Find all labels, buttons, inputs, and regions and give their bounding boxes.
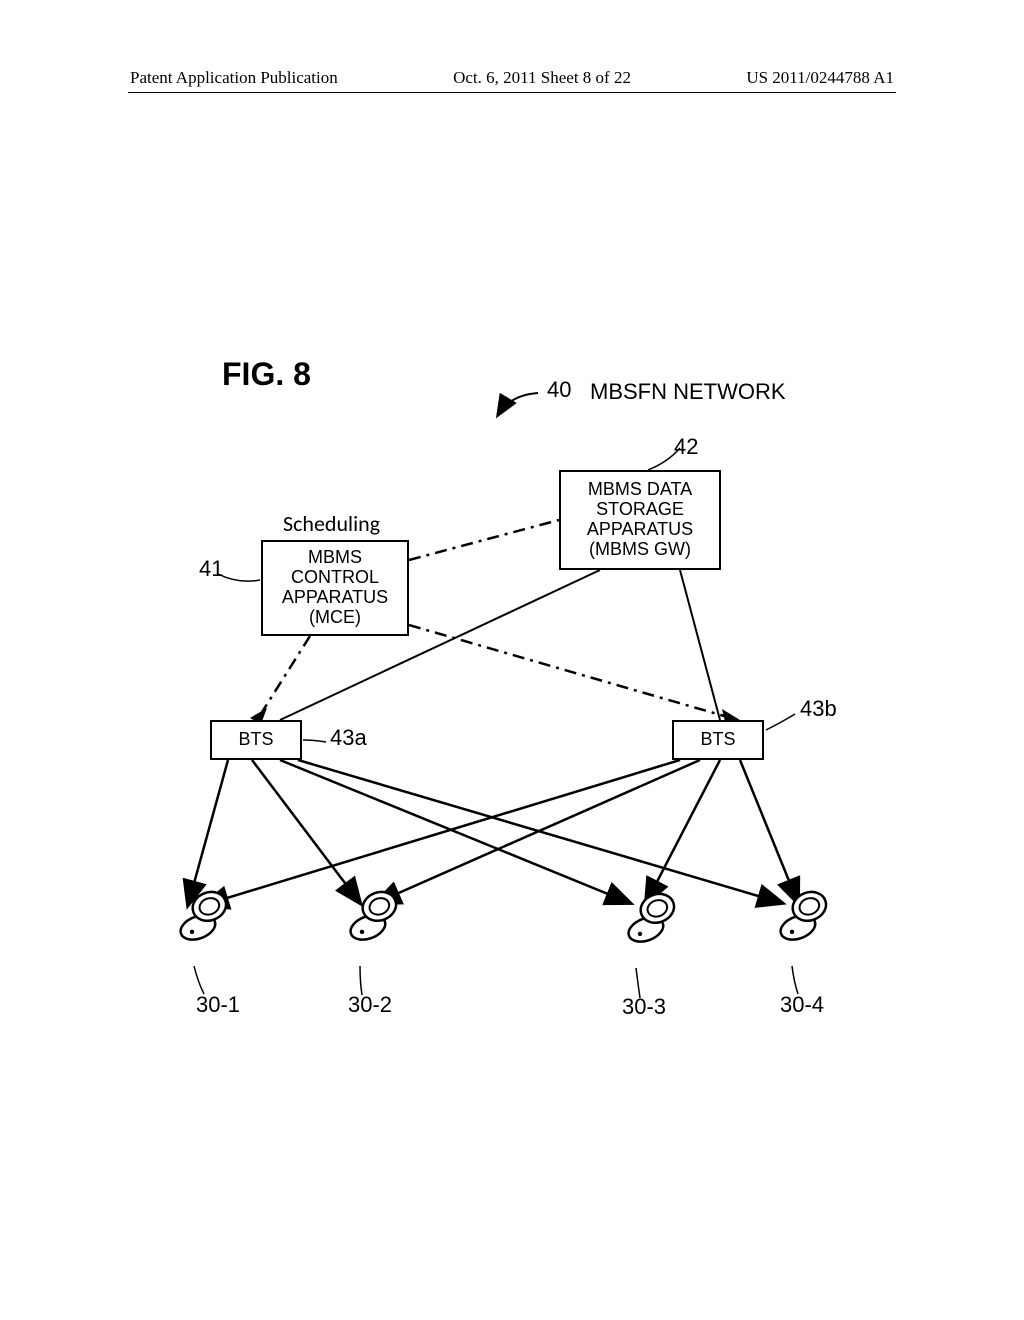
scheduling-label: Scheduling [283,510,380,537]
box-mce-l1: MBMS [308,548,362,568]
phone-1 [171,887,235,944]
line-mce-btsb [409,625,738,720]
header-left: Patent Application Publication [130,68,338,88]
page-header: Patent Application Publication Oct. 6, 2… [0,68,1024,88]
arrow-btsa-p3 [280,760,630,903]
box-mce-l3: APPARATUS [282,588,388,608]
box-mce: MBMS CONTROL APPARATUS (MCE) [261,540,409,636]
leader-41 [218,574,260,581]
ref-phone-2: 30-2 [348,992,392,1018]
box-mce-l2: CONTROL [291,568,379,588]
leader-p2 [360,966,362,995]
leader-43b [766,714,795,730]
box-mce-l4: (MCE) [309,608,361,628]
box-gw-l4: (MBMS GW) [589,540,691,560]
network-name: MBSFN NETWORK [590,379,786,405]
box-btsa-l1: BTS [238,730,273,750]
box-gw-l2: STORAGE [596,500,684,520]
figure-label: FIG. 8 [222,356,311,393]
ref-43a: 43a [330,725,367,751]
arrow-btsa-p2 [252,760,360,903]
network-ref: 40 [547,377,571,403]
diagram-canvas [0,0,1024,1320]
line-mce-btsa [257,636,310,720]
box-bts-a: BTS [210,720,302,760]
arrow-btsa-p4 [298,760,782,903]
leader-p1 [194,966,204,994]
ref-43b: 43b [800,696,837,722]
box-gw-l1: MBMS DATA [588,480,692,500]
phone-2 [341,887,405,944]
box-gw: MBMS DATA STORAGE APPARATUS (MBMS GW) [559,470,721,570]
leader-p4 [792,966,798,994]
leader-43a [303,740,326,742]
box-gw-l3: APPARATUS [587,520,693,540]
arrow-btsb-p1 [204,760,680,905]
arrow-btsa-p1 [188,760,228,905]
ref-phone-3: 30-3 [622,994,666,1020]
line-mce-gw [409,520,559,560]
header-right: US 2011/0244788 A1 [746,68,894,88]
ref-41: 41 [199,556,223,582]
box-btsb-l1: BTS [700,730,735,750]
ref-42: 42 [674,434,698,460]
network-pointer [498,393,538,415]
arrow-btsb-p3 [646,760,720,903]
box-bts-b: BTS [672,720,764,760]
line-gw-btsb [680,570,720,720]
ref-phone-1: 30-1 [196,992,240,1018]
phone-3 [619,889,683,946]
ref-phone-4: 30-4 [780,992,824,1018]
header-rule [128,92,896,93]
arrow-btsb-p4 [740,760,798,903]
arrow-btsb-p2 [376,760,700,903]
phone-4 [771,887,835,944]
header-center: Oct. 6, 2011 Sheet 8 of 22 [453,68,631,88]
